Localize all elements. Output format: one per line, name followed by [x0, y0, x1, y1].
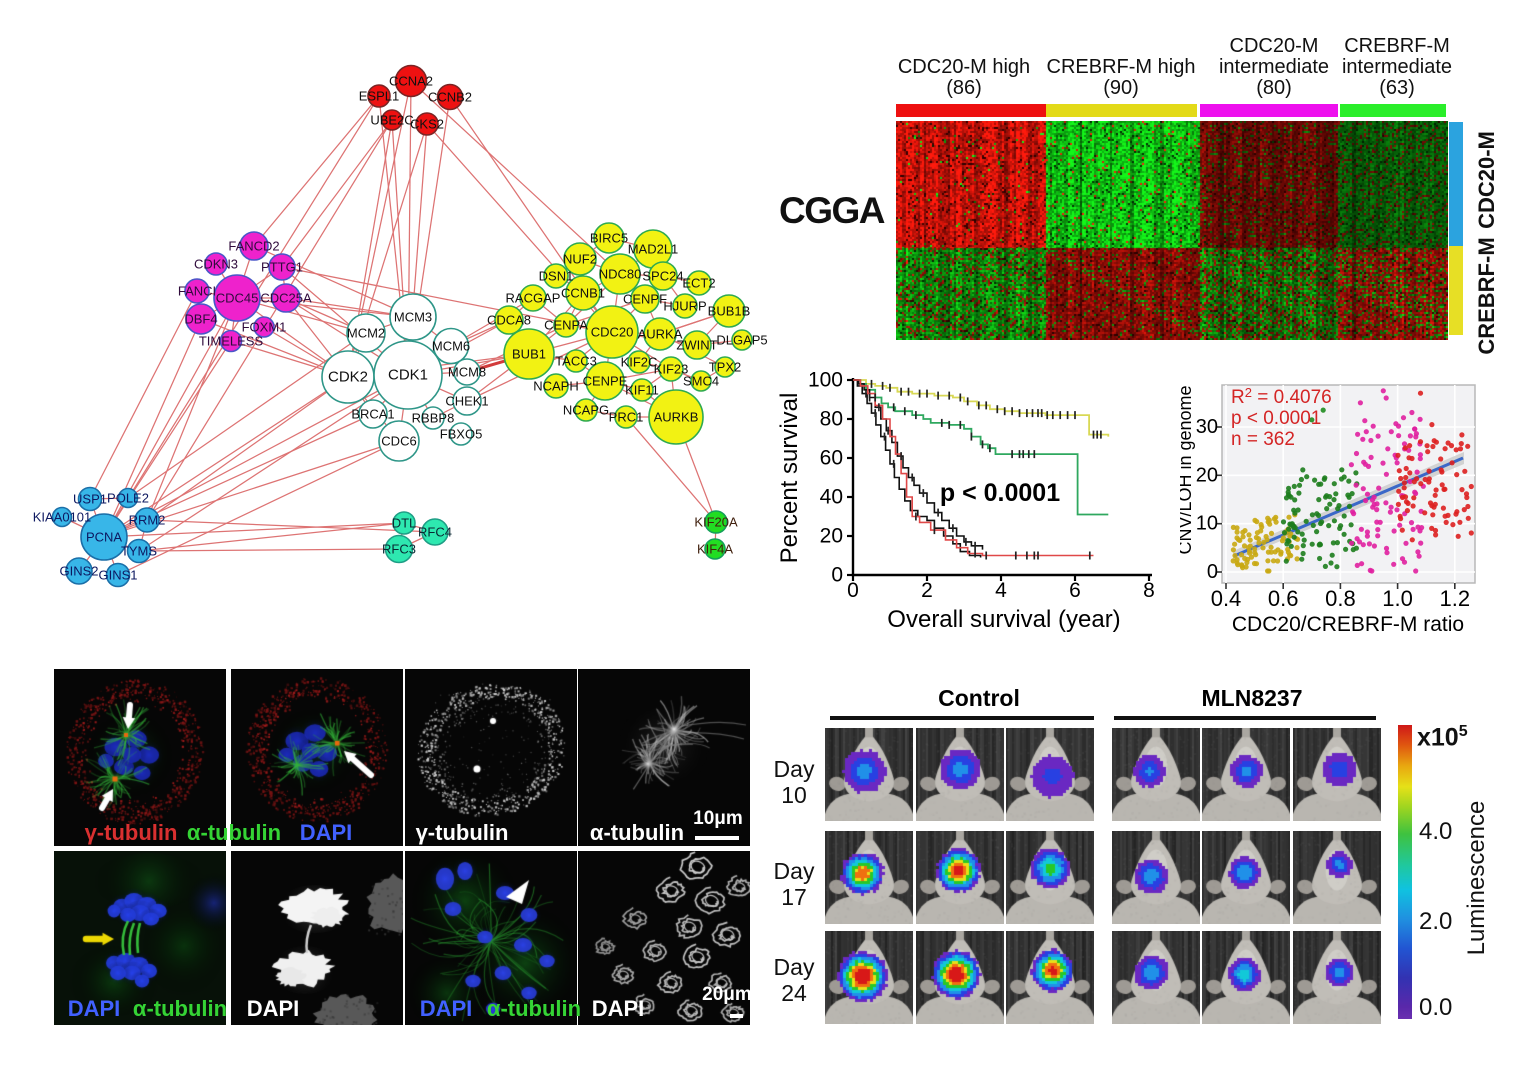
svg-text:0.8: 0.8	[1325, 586, 1356, 611]
svg-text:CENPF: CENPF	[623, 292, 667, 307]
svg-text:CDK1: CDK1	[388, 367, 428, 384]
svg-text:AURKA: AURKA	[638, 327, 683, 342]
svg-text:CDC25A: CDC25A	[260, 291, 312, 306]
svg-text:PCNA: PCNA	[86, 530, 122, 545]
svg-text:TACC3: TACC3	[555, 354, 597, 369]
svg-text:CCNB2: CCNB2	[428, 90, 472, 105]
svg-text:NDC80: NDC80	[599, 267, 642, 282]
svg-text:Overall survival (year): Overall survival (year)	[887, 606, 1120, 633]
svg-text:0.6: 0.6	[1268, 586, 1299, 611]
svg-text:CCNB1: CCNB1	[561, 286, 605, 301]
svg-text:RACGAP: RACGAP	[506, 291, 561, 306]
svg-text:FANCD2: FANCD2	[228, 239, 279, 254]
svg-text:RBBP8: RBBP8	[412, 411, 455, 426]
svg-text:FOXM1: FOXM1	[242, 320, 287, 335]
svg-text:BUB1B: BUB1B	[708, 304, 751, 319]
svg-text:MCM2: MCM2	[347, 326, 385, 341]
svg-text:RFC3: RFC3	[382, 542, 416, 557]
svg-text:MCM6: MCM6	[432, 339, 470, 354]
svg-text:20: 20	[1196, 464, 1218, 486]
svg-text:MAD2L1: MAD2L1	[628, 242, 679, 257]
svg-text:ECT2: ECT2	[682, 276, 715, 291]
svg-text:CCNA2: CCNA2	[389, 74, 433, 89]
svg-text:KIF20A: KIF20A	[694, 515, 738, 530]
svg-text:0: 0	[831, 564, 843, 587]
svg-text:Percent survival: Percent survival	[776, 393, 803, 564]
svg-text:p < 0.0001: p < 0.0001	[1231, 408, 1321, 429]
svg-text:KIF11: KIF11	[625, 383, 659, 398]
svg-text:CDK2: CDK2	[328, 369, 368, 386]
svg-text:USP1: USP1	[73, 492, 107, 507]
svg-text:0: 0	[1207, 561, 1218, 583]
svg-text:KIF4A: KIF4A	[697, 542, 733, 557]
svg-text:DLGAP5: DLGAP5	[716, 333, 767, 348]
svg-text:100: 100	[808, 369, 843, 392]
svg-text:HJURP: HJURP	[663, 299, 706, 314]
svg-text:UBE2C: UBE2C	[370, 113, 413, 128]
svg-text:TPX2: TPX2	[709, 360, 742, 375]
svg-text:POLE2: POLE2	[107, 491, 149, 506]
svg-text:DTL: DTL	[392, 516, 417, 531]
svg-text:BRCA1: BRCA1	[351, 407, 394, 422]
svg-text:CDC6: CDC6	[381, 434, 416, 449]
svg-text:TYMS: TYMS	[121, 544, 157, 559]
svg-text:MCM8: MCM8	[448, 365, 486, 380]
svg-text:4: 4	[995, 579, 1007, 602]
svg-text:BUB1: BUB1	[512, 347, 546, 362]
svg-text:CKS2: CKS2	[410, 117, 444, 132]
svg-text:NCAPH: NCAPH	[533, 379, 579, 394]
svg-text:AURKB: AURKB	[654, 410, 699, 425]
svg-text:TIMELESS: TIMELESS	[199, 334, 264, 349]
svg-text:CDC45: CDC45	[216, 291, 259, 306]
svg-text:KIAA0101: KIAA0101	[33, 510, 92, 525]
svg-text:RRM2: RRM2	[129, 513, 166, 528]
svg-text:FANCI: FANCI	[178, 284, 216, 299]
svg-text:60: 60	[820, 447, 843, 470]
svg-text:ZWINT: ZWINT	[676, 338, 717, 353]
svg-text:p < 0.0001: p < 0.0001	[940, 479, 1060, 507]
svg-text:CENPE: CENPE	[583, 374, 628, 389]
svg-text:CDKN3: CDKN3	[194, 257, 238, 272]
svg-text:CHEK1: CHEK1	[445, 394, 488, 409]
svg-text:0.4: 0.4	[1211, 586, 1242, 611]
svg-text:1.0: 1.0	[1382, 586, 1413, 611]
svg-text:NUF2: NUF2	[563, 252, 597, 267]
svg-text:GINS2: GINS2	[59, 564, 98, 579]
svg-text:n = 362: n = 362	[1231, 429, 1295, 450]
svg-text:1.2: 1.2	[1440, 586, 1471, 611]
svg-text:PRC1: PRC1	[609, 410, 644, 425]
svg-text:CNV/LOH in genome: CNV/LOH in genome	[1180, 385, 1195, 554]
svg-text:KIF23: KIF23	[654, 362, 689, 377]
svg-text:BIRC5: BIRC5	[590, 231, 628, 246]
svg-text:R2 = 0.4076: R2 = 0.4076	[1231, 385, 1332, 408]
svg-text:80: 80	[820, 408, 843, 431]
svg-text:ESPL1: ESPL1	[359, 89, 399, 104]
svg-text:8: 8	[1143, 579, 1155, 602]
svg-text:CDC20/CREBRF-M ratio: CDC20/CREBRF-M ratio	[1232, 613, 1464, 636]
svg-text:20: 20	[820, 525, 843, 548]
svg-text:10: 10	[1196, 513, 1218, 535]
svg-text:DBF4: DBF4	[184, 312, 217, 327]
svg-text:SPC24: SPC24	[642, 269, 683, 284]
svg-text:6: 6	[1069, 579, 1081, 602]
svg-text:DSN1: DSN1	[539, 269, 574, 284]
svg-text:2: 2	[921, 579, 933, 602]
svg-text:CDC20: CDC20	[591, 325, 634, 340]
svg-text:NCAPG: NCAPG	[563, 403, 609, 418]
svg-text:0: 0	[847, 579, 859, 602]
svg-text:RFC4: RFC4	[418, 525, 452, 540]
svg-text:40: 40	[820, 486, 843, 509]
svg-text:CDCA8: CDCA8	[487, 313, 531, 328]
svg-text:PTTG1: PTTG1	[261, 260, 303, 275]
svg-text:CENPA: CENPA	[544, 318, 588, 333]
svg-text:KIF2C: KIF2C	[621, 355, 658, 370]
svg-text:FBXO5: FBXO5	[440, 427, 483, 442]
svg-text:30: 30	[1196, 416, 1218, 438]
svg-text:SMC4: SMC4	[683, 374, 719, 389]
svg-text:MCM3: MCM3	[394, 310, 432, 325]
svg-text:GINS1: GINS1	[98, 568, 137, 583]
